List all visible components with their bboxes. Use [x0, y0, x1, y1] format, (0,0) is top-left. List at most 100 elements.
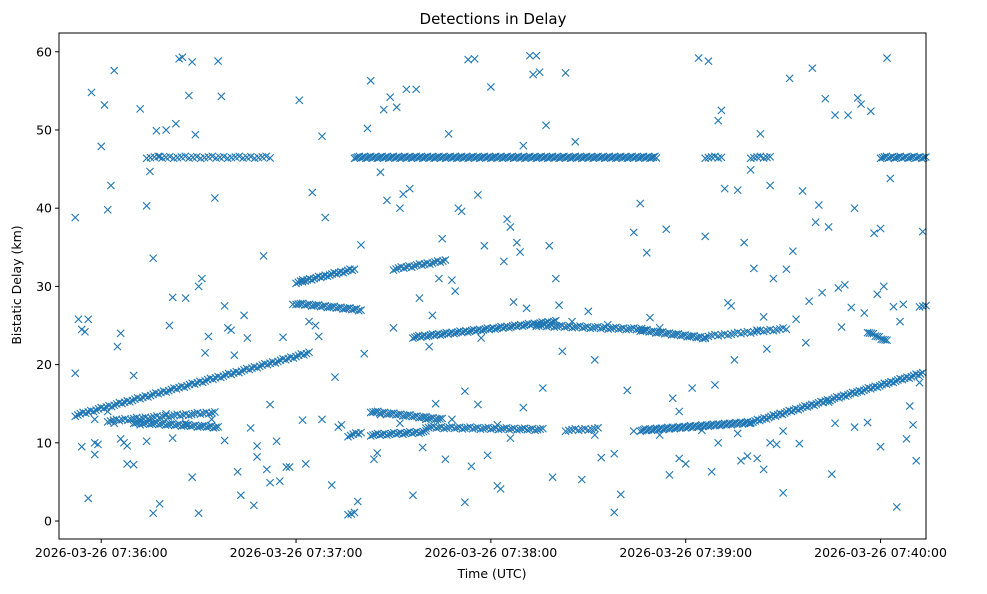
data-point-marker: [262, 465, 271, 474]
data-point-marker: [545, 321, 554, 330]
data-point-marker: [857, 100, 866, 109]
data-point-marker: [748, 418, 757, 427]
data-point-marker: [519, 403, 528, 412]
data-point-marker: [417, 428, 426, 437]
data-point-marker: [147, 413, 156, 422]
data-point-marker: [463, 328, 472, 337]
data-point-marker: [230, 351, 239, 360]
data-point-marker: [123, 416, 132, 425]
data-point-marker: [743, 452, 752, 461]
data-point-marker: [181, 419, 190, 428]
data-point-marker: [73, 411, 82, 420]
y-tick-label: 40: [36, 201, 52, 216]
data-point-marker: [444, 129, 453, 138]
data-point-marker: [629, 228, 638, 237]
y-tick-label: 10: [36, 435, 52, 450]
data-point-marker: [272, 437, 281, 446]
data-point-marker: [234, 368, 243, 377]
data-point-marker: [227, 370, 236, 379]
data-point-marker: [164, 386, 173, 395]
data-point-marker: [535, 68, 544, 77]
data-point-marker: [548, 473, 557, 482]
data-point-marker: [493, 420, 502, 429]
data-point-marker: [788, 247, 797, 256]
data-point-marker: [103, 407, 112, 416]
data-point-marker: [253, 441, 262, 450]
data-point-marker: [295, 96, 304, 105]
data-point-marker: [106, 416, 115, 425]
data-point-marker: [253, 363, 262, 372]
data-point-marker: [794, 405, 803, 414]
data-point-marker: [389, 323, 398, 332]
data-point-marker: [561, 68, 570, 77]
y-axis-label: Bistatic Delay (km): [9, 225, 24, 344]
data-point-marker: [733, 429, 742, 438]
data-point-marker: [97, 142, 106, 151]
data-point-marker: [584, 307, 593, 316]
data-point-marker: [516, 247, 525, 256]
data-point-marker: [571, 137, 580, 146]
data-point-marker: [197, 274, 206, 283]
axis-ticks: 2026-03-26 07:36:00 2026-03-26 07:37:00 20…: [35, 44, 947, 560]
data-point-marker: [831, 111, 840, 120]
data-point-marker: [350, 508, 359, 517]
data-point-marker: [216, 373, 225, 382]
data-point-marker: [301, 277, 310, 286]
data-point-marker: [394, 410, 403, 419]
data-point-marker: [629, 427, 638, 436]
data-point-marker: [746, 154, 755, 163]
data-point-marker: [205, 409, 214, 418]
data-point-marker: [227, 326, 236, 335]
data-point-marker: [857, 387, 866, 396]
data-point-marker: [746, 419, 755, 428]
data-point-marker: [795, 439, 804, 448]
data-point-marker: [366, 431, 375, 440]
data-point-marker: [889, 302, 898, 311]
data-point-marker: [415, 294, 424, 303]
data-point-marker: [337, 420, 346, 429]
data-point-marker: [714, 153, 723, 162]
data-point-marker: [798, 186, 807, 195]
data-point-marker: [184, 91, 193, 100]
data-point-marker: [873, 383, 882, 392]
data-point-marker: [398, 430, 407, 439]
data-point-marker: [90, 438, 99, 447]
data-point-marker: [636, 199, 645, 208]
data-point-marker: [707, 153, 716, 162]
data-point-marker: [194, 509, 203, 518]
data-point-marker: [915, 378, 924, 387]
data-point-marker: [759, 312, 768, 321]
data-point-marker: [431, 399, 440, 408]
data-point-marker: [171, 119, 180, 128]
data-point-marker: [107, 402, 116, 411]
data-point-marker: [720, 184, 729, 193]
data-point-marker: [714, 116, 723, 125]
data-point-marker: [642, 248, 651, 257]
data-point-marker: [834, 393, 843, 402]
data-point-marker: [288, 300, 297, 309]
data-point-marker: [902, 434, 911, 443]
data-point-marker: [753, 153, 762, 162]
data-point-marker: [866, 384, 875, 393]
data-point-marker: [188, 473, 197, 482]
data-point-marker: [84, 315, 93, 324]
data-point-marker: [386, 93, 395, 102]
data-point-marker: [233, 467, 242, 476]
data-point-marker: [840, 280, 849, 289]
data-point-marker: [460, 387, 469, 396]
data-point-marker: [886, 174, 895, 183]
data-point-marker: [701, 154, 710, 163]
data-point-marker: [496, 484, 505, 493]
data-point-marker: [694, 54, 703, 63]
data-point-marker: [344, 432, 352, 441]
data-point-marker: [782, 265, 791, 274]
data-point-marker: [697, 426, 706, 435]
data-point-marker: [652, 153, 661, 162]
data-point-marker: [769, 274, 778, 283]
data-point-marker: [447, 415, 456, 424]
data-point-marker: [275, 477, 284, 486]
data-point-marker: [912, 456, 921, 465]
data-point-marker: [198, 421, 207, 430]
